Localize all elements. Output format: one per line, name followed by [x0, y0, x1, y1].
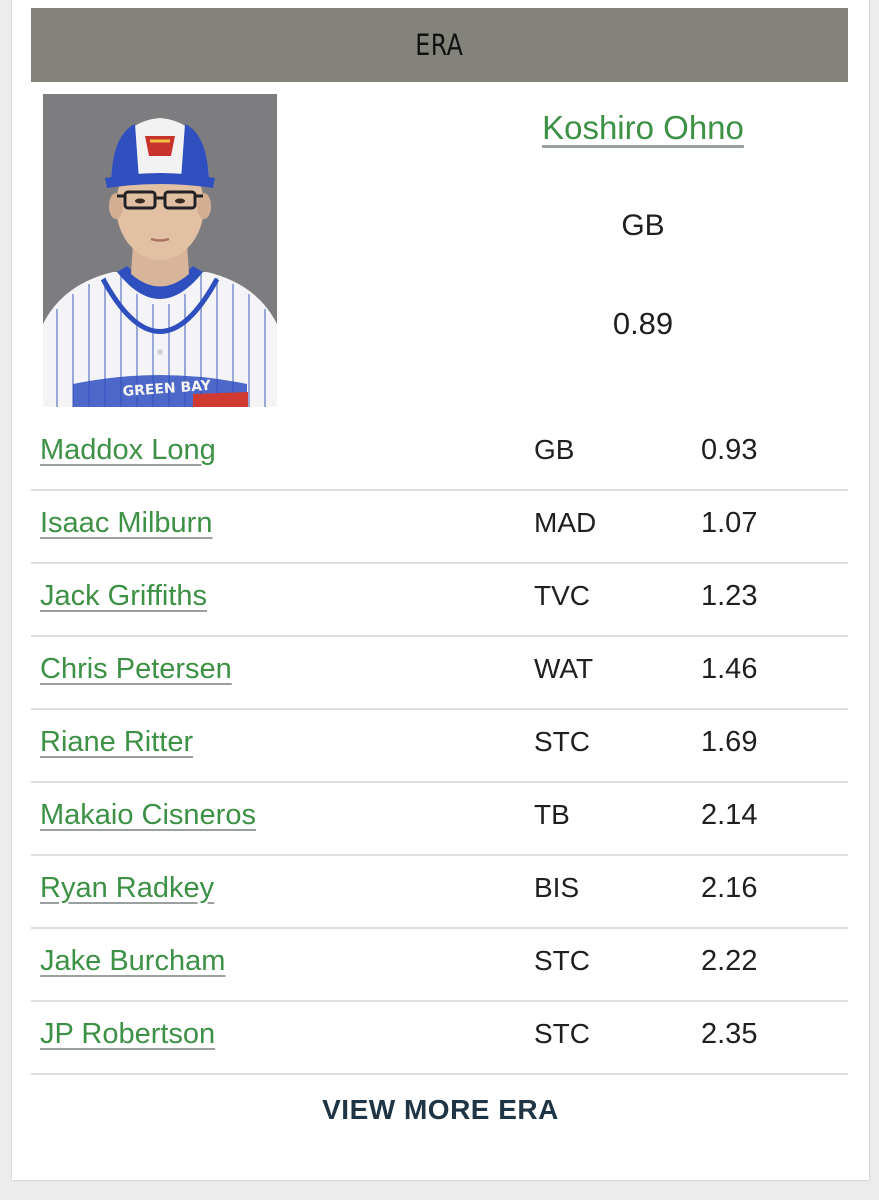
leader-team: GB	[621, 209, 665, 242]
leader-section: GREEN BAY Koshiro Ohno GB 0.89	[12, 94, 869, 408]
player-name-link[interactable]: Makaio Cisneros	[40, 799, 256, 831]
table-row: JP Robertson STC 2.35	[31, 1002, 848, 1075]
player-era-value: 2.16	[701, 872, 758, 904]
table-row: Chris Petersen WAT 1.46	[31, 637, 848, 710]
leader-player-photo: GREEN BAY	[43, 94, 277, 407]
table-row: Ryan Radkey BIS 2.16	[31, 856, 848, 929]
player-name-link[interactable]: Maddox Long	[40, 434, 216, 466]
player-team: STC	[534, 1018, 590, 1049]
leader-info: Koshiro Ohno GB 0.89	[512, 94, 774, 408]
leader-era-value: 0.89	[612, 306, 674, 341]
player-era-value: 0.93	[701, 434, 758, 466]
table-row: Makaio Cisneros TB 2.14	[31, 783, 848, 856]
player-name-link[interactable]: Isaac Milburn	[40, 507, 213, 539]
era-leaderboard-card: ERA	[12, 0, 869, 1180]
table-row: Jake Burcham STC 2.22	[31, 929, 848, 1002]
leaderboard-title: ERA	[415, 28, 464, 62]
table-row: Maddox Long GB 0.93	[31, 418, 848, 491]
player-era-value: 2.35	[701, 1018, 758, 1050]
view-more-era-link[interactable]: VIEW MORE ERA	[322, 1094, 559, 1125]
player-team: TVC	[534, 580, 590, 611]
player-era-value: 1.07	[701, 507, 758, 539]
player-name-link[interactable]: Ryan Radkey	[40, 872, 215, 904]
player-name-link[interactable]: Jake Burcham	[40, 945, 226, 977]
player-team: WAT	[534, 653, 594, 684]
leaderboard-list: Maddox Long GB 0.93 Isaac Milburn MAD 1.…	[31, 418, 848, 1075]
svg-text:GREEN BAY: GREEN BAY	[122, 378, 212, 400]
player-team: BIS	[534, 872, 580, 903]
player-team: STC	[534, 945, 590, 976]
player-name-link[interactable]: JP Robertson	[40, 1018, 216, 1050]
player-team: STC	[534, 726, 590, 757]
leaderboard-header: ERA	[31, 8, 848, 82]
player-name-link[interactable]: Riane Ritter	[40, 726, 194, 758]
player-team: GB	[534, 434, 575, 465]
player-era-value: 2.14	[701, 799, 758, 831]
table-row: Riane Ritter STC 1.69	[31, 710, 848, 783]
player-team: MAD	[534, 507, 597, 538]
player-era-value: 1.46	[701, 653, 758, 685]
table-row: Jack Griffiths TVC 1.23	[31, 564, 848, 637]
leader-name-link[interactable]: Koshiro Ohno	[542, 109, 744, 146]
player-era-value: 1.23	[701, 580, 758, 612]
player-name-link[interactable]: Chris Petersen	[40, 653, 232, 685]
player-team: TB	[534, 799, 570, 830]
player-era-value: 2.22	[701, 945, 758, 977]
player-era-value: 1.69	[701, 726, 758, 758]
table-row: Isaac Milburn MAD 1.07	[31, 491, 848, 564]
player-name-link[interactable]: Jack Griffiths	[40, 580, 208, 612]
